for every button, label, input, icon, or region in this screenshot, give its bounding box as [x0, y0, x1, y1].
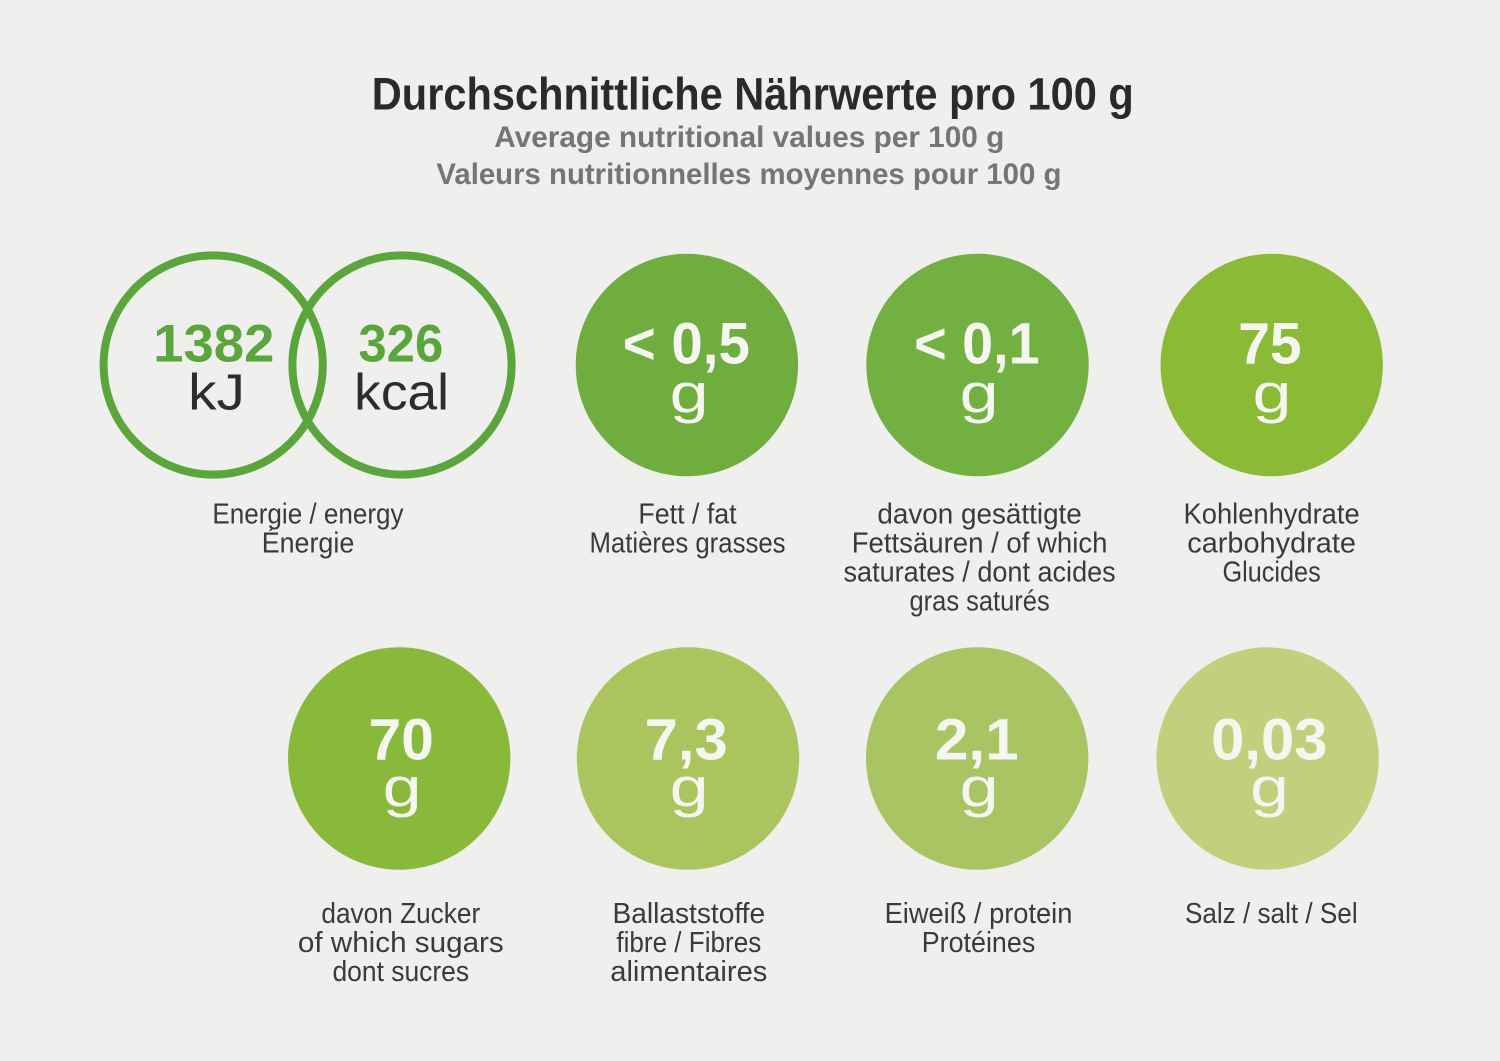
svg-text:Protéines: Protéines [922, 927, 1036, 959]
svg-text:2,1: 2,1 [935, 707, 1019, 772]
svg-text:70: 70 [369, 707, 434, 772]
svg-text:Average nutritional values per: Average nutritional values per 100 g [494, 121, 1004, 154]
svg-text:Glucides: Glucides [1223, 557, 1321, 589]
svg-text:g: g [670, 756, 709, 818]
svg-text:Valeurs nutritionnelles moyenn: Valeurs nutritionnelles moyennes pour 10… [436, 158, 1061, 191]
svg-text:Ballaststoffe: Ballaststoffe [612, 898, 765, 930]
svg-text:7,3: 7,3 [645, 707, 728, 772]
svg-text:0,03: 0,03 [1211, 707, 1327, 772]
svg-text:fibre / Fibres: fibre / Fibres [616, 927, 761, 959]
svg-text:gras saturés: gras saturés [910, 586, 1050, 618]
svg-text:Énergie: Énergie [262, 527, 355, 560]
svg-text:Matières grasses: Matières grasses [589, 528, 785, 560]
svg-text:Salz / salt / Sel: Salz / salt / Sel [1185, 898, 1358, 930]
svg-text:g: g [960, 756, 999, 818]
svg-text:Fettsäuren / of which: Fettsäuren / of which [852, 528, 1108, 560]
svg-text:saturates / dont acides: saturates / dont acides [844, 557, 1116, 589]
svg-text:< 0,1: < 0,1 [914, 312, 1040, 377]
svg-text:Durchschnittliche Nährwerte pr: Durchschnittliche Nährwerte pro 100 g [372, 68, 1134, 119]
svg-text:g: g [1250, 756, 1289, 818]
svg-text:Kohlenhydrate: Kohlenhydrate [1184, 499, 1360, 531]
svg-text:g: g [383, 756, 422, 818]
svg-text:Energie / energy: Energie / energy [212, 499, 404, 531]
svg-text:1382: 1382 [153, 314, 274, 373]
svg-text:of which sugars: of which sugars [298, 927, 504, 959]
svg-text:Fett / fat: Fett / fat [638, 499, 736, 531]
svg-text:kcal: kcal [354, 364, 449, 421]
svg-text:Eiweiß / protein: Eiweiß / protein [885, 898, 1073, 930]
svg-text:davon gesättigte: davon gesättigte [877, 499, 1081, 531]
svg-text:dont sucres: dont sucres [332, 956, 469, 988]
svg-text:carbohydrate: carbohydrate [1187, 528, 1356, 560]
svg-text:g: g [960, 362, 999, 424]
svg-text:75: 75 [1238, 312, 1301, 377]
svg-text:g: g [670, 362, 709, 424]
svg-text:davon Zucker: davon Zucker [321, 898, 480, 930]
svg-text:326: 326 [358, 314, 443, 373]
svg-text:g: g [1253, 362, 1292, 424]
svg-text:< 0,5: < 0,5 [623, 312, 750, 377]
svg-text:alimentaires: alimentaires [610, 956, 767, 988]
svg-text:kJ: kJ [188, 364, 245, 421]
